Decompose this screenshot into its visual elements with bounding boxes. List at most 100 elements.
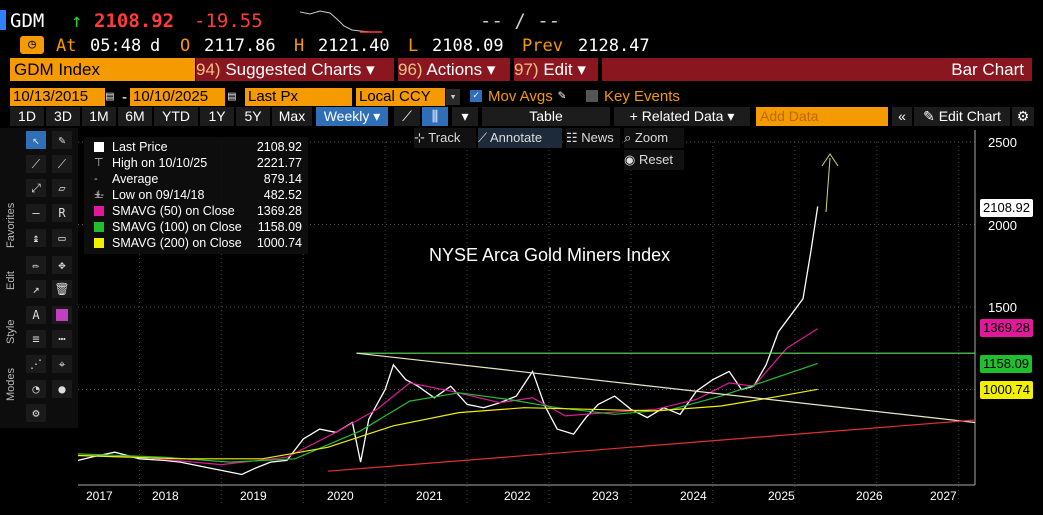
x-tick-label: 2026: [856, 489, 883, 503]
gear-icon[interactable]: ⚙: [1012, 107, 1034, 126]
clock-icon: ◷: [20, 36, 44, 54]
frequency-select[interactable]: Weekly ▾: [316, 107, 388, 126]
actions-menu[interactable]: 96) Actions ▾: [398, 58, 510, 81]
open-value: 2117.86: [204, 36, 276, 56]
period-5y[interactable]: 5Y: [236, 107, 270, 126]
line-chart-icon[interactable]: ⟋: [394, 107, 420, 126]
x-tick-label: 2019: [240, 489, 267, 503]
legend-row: SMAVG (100) on Close 1158.09: [94, 219, 308, 235]
end-date-input[interactable]: 10/10/2025: [130, 88, 225, 106]
add-data-input[interactable]: Add Data: [756, 107, 888, 126]
brush-icon[interactable]: ✏: [26, 256, 46, 274]
period-1d[interactable]: 1D: [10, 107, 44, 126]
collapse-icon[interactable]: «: [892, 107, 912, 126]
legend-swatch: [94, 238, 104, 248]
high-value: 2121.40: [318, 36, 390, 56]
currency-select[interactable]: Local CCY: [356, 88, 445, 106]
legend-label: SMAVG (200) on Close: [112, 236, 242, 250]
period-1y[interactable]: 1Y: [200, 107, 234, 126]
period-max[interactable]: Max: [272, 107, 312, 126]
magnet-icon[interactable]: ◔: [26, 380, 46, 398]
move-icon[interactable]: ✥: [52, 256, 72, 274]
up-arrow-icon: ↑: [71, 10, 83, 32]
horizontal-line-icon[interactable]: —: [26, 204, 46, 222]
edit-menu[interactable]: 97) Edit ▾: [514, 58, 598, 81]
last-price-tag: 2108.92: [980, 199, 1033, 217]
series-descending-trendline: [356, 352, 976, 424]
chart-kind: Bar Chart: [951, 60, 1024, 79]
track-button[interactable]: ⊹ Track: [414, 128, 476, 148]
calendar-icon[interactable]: ▤: [228, 89, 236, 104]
chart-style-dropdown-icon[interactable]: ▾: [452, 107, 478, 126]
edit-chart-button[interactable]: ✎ Edit Chart: [914, 107, 1010, 126]
suggested-num: 94): [196, 60, 221, 79]
field-select[interactable]: Last Px: [245, 88, 352, 106]
line-style-icon[interactable]: ┅: [52, 330, 72, 348]
drawing-tools-panel: Favorites Edit Style Modes ↖ ✎ ⟋ ⟋ ⤢ ▱ —…: [0, 128, 78, 428]
period-1m[interactable]: 1M: [82, 107, 116, 126]
at-label: At: [56, 36, 77, 56]
news-button[interactable]: ☷ News: [566, 128, 620, 148]
high-label: H: [294, 36, 305, 56]
suggested-charts-menu[interactable]: 94) Suggested Charts ▾: [196, 58, 394, 81]
chart-series: [77, 206, 976, 476]
pencil-icon: ⟋: [478, 130, 488, 145]
line-weight-icon[interactable]: ≡: [26, 330, 46, 348]
key-events-checkbox[interactable]: [586, 90, 598, 102]
table-button[interactable]: Table: [482, 107, 610, 126]
crosshair-icon: ⊹: [414, 130, 425, 145]
edit-chart-label: Edit Chart: [938, 108, 1001, 124]
ray-tool-icon[interactable]: ⟋: [52, 155, 72, 173]
y-tick-label: 1500: [988, 300, 1017, 315]
crosshair-icon[interactable]: ⌖: [52, 355, 72, 373]
dropdown-icon: ▾: [366, 60, 375, 79]
text-icon[interactable]: A: [26, 306, 46, 324]
dotted-line-icon[interactable]: ⋰: [26, 355, 46, 373]
color-swatch-icon[interactable]: [52, 306, 72, 324]
measure-icon[interactable]: ↨: [26, 229, 46, 247]
intraday-sparkline: [300, 10, 382, 33]
low-value: 2108.09: [432, 36, 504, 56]
bar-chart-icon[interactable]: ⫼: [422, 107, 448, 126]
line-tool-icon[interactable]: ⟋: [26, 155, 46, 173]
series-rising-trendline: [327, 419, 976, 472]
calendar-icon[interactable]: ▤: [106, 89, 114, 104]
period-ytd[interactable]: YTD: [154, 107, 198, 126]
zoom-button[interactable]: ⌕ Zoom: [624, 128, 684, 148]
segment-tool-icon[interactable]: ⤢: [26, 179, 46, 197]
legend-label: SMAVG (50) on Close: [112, 204, 235, 218]
ticker-marker: [0, 10, 6, 30]
edit-num: 97): [514, 60, 539, 79]
annotate-button[interactable]: ⟋ Annotate: [478, 128, 562, 148]
mov-avgs-checkbox[interactable]: ✓: [470, 90, 482, 102]
news-icon: ☷: [566, 130, 578, 145]
reset-icon: ◉: [624, 152, 636, 167]
palette-icon[interactable]: ●: [52, 380, 72, 398]
x-tick-label: 2025: [768, 489, 795, 503]
period-6m[interactable]: 6M: [118, 107, 152, 126]
select-icon[interactable]: ↗: [26, 280, 46, 298]
price-change: -19.55: [194, 10, 263, 32]
settings-icon[interactable]: ⚙: [26, 404, 46, 422]
x-tick-label: 2022: [504, 489, 531, 503]
retracement-icon[interactable]: R: [52, 204, 72, 222]
channel-tool-icon[interactable]: ▱: [52, 179, 72, 197]
cursor-icon[interactable]: ↖: [26, 131, 46, 149]
pencil-icon[interactable]: ✎: [558, 88, 566, 103]
start-date-input[interactable]: 10/13/2015: [10, 88, 105, 106]
news-label: News: [581, 130, 614, 145]
x-tick-label: 2018: [152, 489, 179, 503]
quote-row: GDM ↑ 2108.92 -19.55 -- / --: [0, 8, 1043, 34]
trash-icon[interactable]: 🗑: [52, 280, 72, 298]
rectangle-icon[interactable]: ▭: [52, 229, 72, 247]
series-smavg-200-: [77, 388, 818, 460]
y-tick-label: 2000: [988, 218, 1017, 233]
dropdown-icon[interactable]: ▾: [446, 89, 460, 105]
pen-tool-icon[interactable]: ✎: [52, 131, 72, 149]
key-events-label: Key Events: [604, 88, 680, 105]
related-data-menu[interactable]: + Related Data ▾: [614, 107, 750, 126]
period-3d[interactable]: 3D: [46, 107, 80, 126]
legend-row: ⊥ Low on 09/14/18 482.52: [94, 187, 308, 203]
index-field[interactable]: GDM Index: [10, 58, 195, 81]
reset-button[interactable]: ◉ Reset: [624, 150, 684, 170]
